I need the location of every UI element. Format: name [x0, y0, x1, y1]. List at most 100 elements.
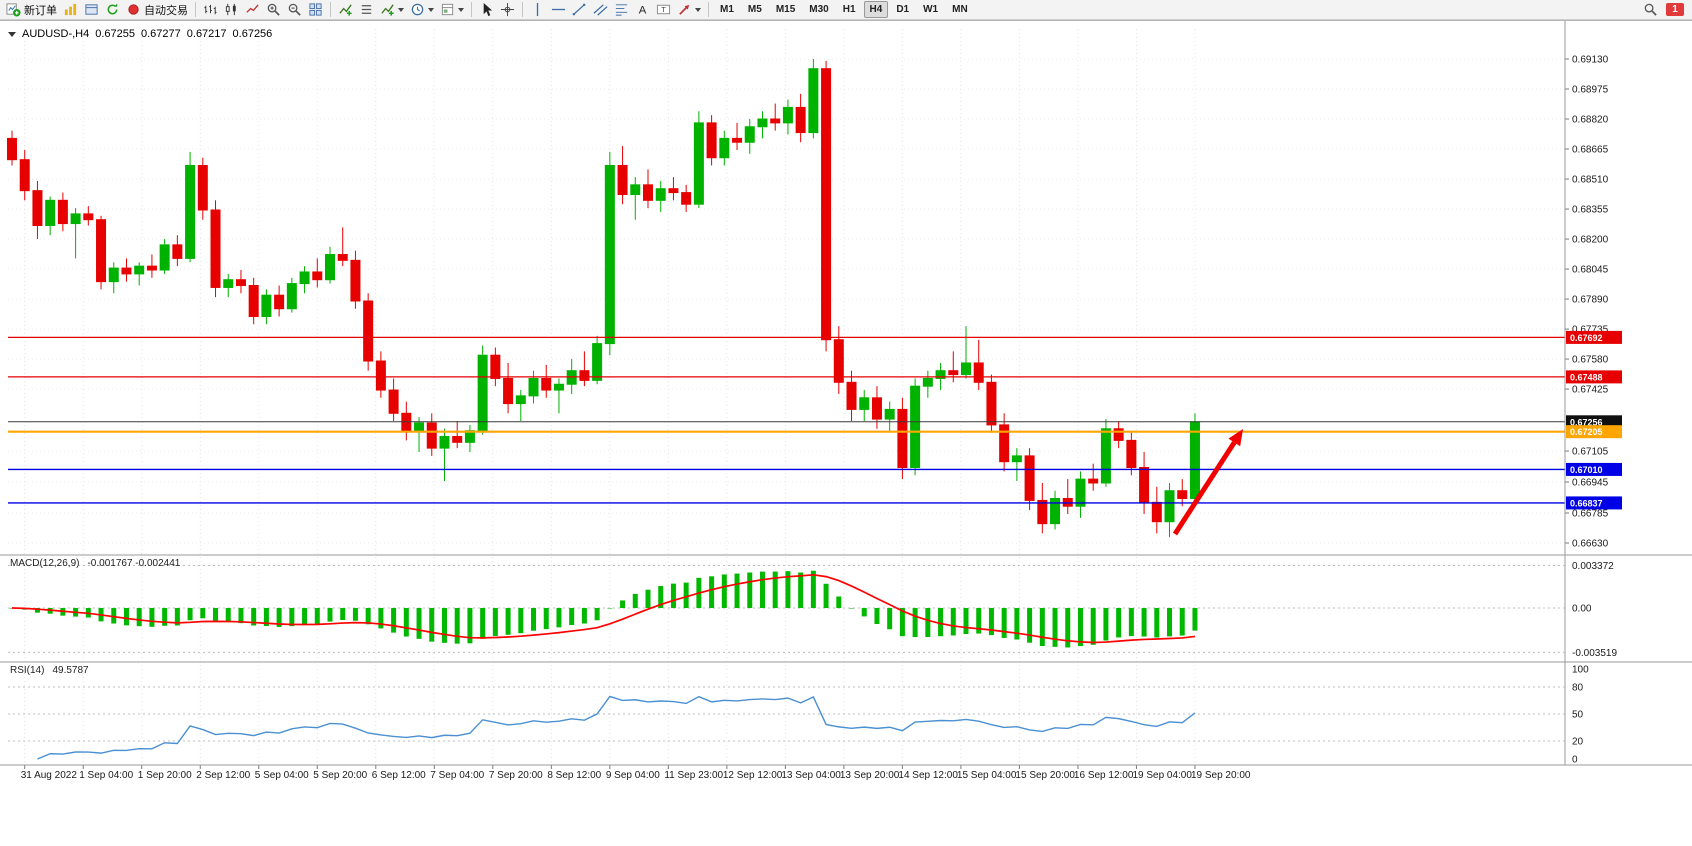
horizontal-line-button[interactable] [548, 1, 569, 19]
timeframe-mn-button[interactable]: MN [952, 4, 968, 15]
periods-button[interactable] [407, 1, 437, 19]
current-price-line-marker: 0.67256 [1566, 415, 1622, 429]
cursor-button[interactable] [476, 1, 497, 19]
tile-windows-button[interactable] [305, 1, 326, 19]
line-chart-mode-button[interactable] [242, 1, 263, 19]
indicators-icon [338, 2, 353, 17]
macd-axis-label: -0.003519 [1572, 648, 1617, 659]
candle [274, 285, 285, 317]
text-label-button[interactable]: T [653, 1, 674, 19]
vertical-line-button[interactable] [527, 1, 548, 19]
candle [999, 413, 1010, 472]
fibonacci-button[interactable] [611, 1, 632, 19]
trendline-button[interactable] [569, 1, 590, 19]
candlestick-mode-button[interactable] [221, 1, 242, 19]
chart-high-value: 0.67277 [141, 28, 181, 40]
svg-text:0.67692: 0.67692 [1570, 333, 1603, 343]
candle [325, 246, 335, 284]
timeframe-m30-button[interactable]: M30 [809, 4, 829, 15]
candle [973, 339, 984, 391]
search-button[interactable] [1640, 1, 1661, 19]
time-axis-label: 7 Sep 20:00 [489, 770, 543, 781]
candle [604, 151, 615, 356]
candle [426, 413, 437, 456]
new-order-icon [6, 2, 21, 17]
candle [503, 362, 514, 414]
candle [388, 378, 399, 422]
template-icon [440, 2, 455, 17]
zoom-in-button[interactable] [263, 1, 284, 19]
candle [821, 60, 832, 352]
candle [1100, 419, 1111, 487]
tile-icon [308, 2, 323, 17]
candle [45, 196, 56, 236]
arrow-icon [677, 2, 692, 17]
rsi-axis-label: 0 [1572, 755, 1578, 766]
bar-chart-mode-button[interactable] [200, 1, 221, 19]
candle [630, 177, 641, 220]
zoom-out-button[interactable] [284, 1, 305, 19]
templates-button[interactable] [437, 1, 467, 19]
candle [986, 374, 997, 433]
candle [108, 262, 119, 294]
text-button[interactable]: A [632, 1, 653, 19]
candle [350, 250, 361, 309]
time-axis-label: 12 Sep 12:00 [723, 770, 783, 781]
toolbar-separator [195, 2, 196, 17]
candle [146, 254, 157, 278]
candle [83, 206, 94, 226]
refresh-button[interactable] [102, 1, 123, 19]
candle [490, 347, 501, 387]
chart-close-value: 0.67256 [232, 28, 273, 40]
rsi-axis-label: 80 [1572, 683, 1584, 694]
timeframe-m15-button[interactable]: M15 [775, 4, 796, 15]
zoom-in-icon [266, 2, 281, 17]
crosshair-button[interactable] [497, 1, 518, 19]
data-window-button[interactable] [81, 1, 102, 19]
toolbar-separator [708, 2, 709, 17]
candle [375, 351, 386, 398]
timeframe-m5-button[interactable]: M5 [747, 4, 762, 15]
time-axis-label: 6 Sep 12:00 [372, 770, 426, 781]
candle [897, 397, 908, 480]
arrow-annotation[interactable] [1172, 429, 1243, 536]
support-line-2-marker: 0.66837 [1566, 496, 1622, 510]
candle [808, 59, 819, 139]
candle [541, 364, 552, 398]
macd-signal-line [11, 573, 1196, 644]
crosshair-icon [500, 2, 515, 17]
chart-menu-icon[interactable] [8, 31, 16, 37]
objects-list-button[interactable] [356, 1, 377, 19]
add-indicator-button[interactable] [377, 1, 407, 19]
timeframe-h4-button[interactable]: H4 [863, 1, 889, 18]
dropdown-caret-icon [695, 7, 701, 12]
price-axis-label: 0.68355 [1572, 205, 1609, 216]
auto-trading-button[interactable]: 自动交易 [123, 1, 191, 19]
toolbar-right-group: 1 [1640, 1, 1689, 19]
time-axis-label: 1 Sep 04:00 [79, 770, 133, 781]
candles-icon [224, 2, 239, 17]
candle [859, 390, 870, 422]
timeframe-h1-button[interactable]: H1 [842, 4, 856, 15]
equidistant-channel-button[interactable] [590, 1, 611, 19]
macd-axis-label: 0.00 [1572, 604, 1592, 615]
price-axis-label: 0.67105 [1572, 447, 1609, 458]
candle [299, 266, 310, 294]
new-order-button[interactable]: 新订单 [3, 1, 60, 19]
charts-button[interactable] [60, 1, 81, 19]
timeframe-w1-button[interactable]: W1 [923, 4, 939, 15]
indicators-button[interactable] [335, 1, 356, 19]
arrow-objects-button[interactable] [674, 1, 704, 19]
chart-canvas[interactable]: 31 Aug 2022 1 Sep 04:00 1 Sep 20:00 2 Sep 1… [0, 21, 1692, 846]
candle [286, 277, 297, 313]
macd-indicator-name: MACD(12,26,9) [10, 558, 80, 569]
candle [223, 273, 234, 298]
timeframe-m1-button[interactable]: M1 [720, 4, 734, 15]
autotrading-status-icon [126, 2, 141, 17]
candle [96, 215, 107, 290]
candle [1037, 482, 1048, 534]
notification-badge[interactable]: 1 [1666, 3, 1684, 16]
timeframe-d1-button[interactable]: D1 [896, 4, 910, 15]
candle [477, 345, 488, 435]
candle [681, 184, 692, 212]
